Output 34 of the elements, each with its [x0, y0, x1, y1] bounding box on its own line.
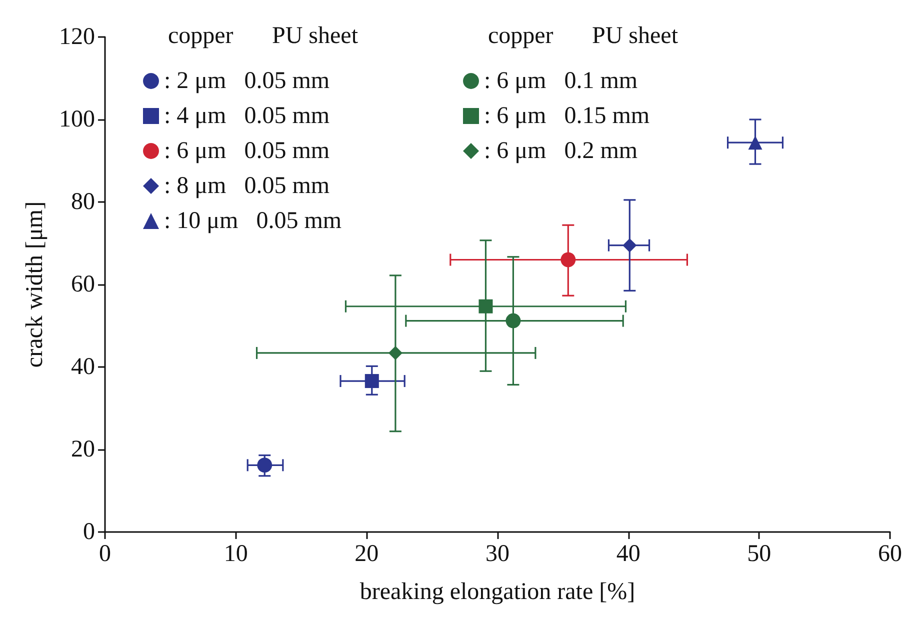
point [506, 313, 521, 328]
x-tick-label: 20 [354, 541, 379, 567]
point [364, 374, 379, 388]
y-tick-label: 100 [59, 106, 95, 132]
text: copper PU sheet [168, 23, 358, 49]
point [622, 238, 637, 252]
x-tick-label: 10 [224, 541, 248, 567]
point [478, 299, 493, 314]
legend-label: : 6 μm 0.15 mm [484, 103, 650, 129]
x-tick-label: 60 [878, 541, 902, 567]
y-tick-label: 120 [59, 24, 95, 50]
point [257, 458, 272, 473]
point [388, 346, 402, 360]
x-tick-label: 40 [616, 541, 640, 567]
x-axis-title: breaking elongation rate [%] [360, 579, 636, 605]
point [560, 252, 576, 268]
y-tick-label: 60 [71, 272, 95, 298]
y-tick-label: 20 [71, 436, 95, 462]
legend-label: : 2 μm 0.05 mm [164, 68, 330, 94]
y-tick-label: 80 [71, 189, 95, 215]
legend-label: : 6 μm 0.2 mm [484, 138, 638, 164]
legend-label: : 6 μm 0.1 mm [484, 68, 638, 94]
legend-label: : 6 μm 0.05 mm [164, 138, 330, 164]
text: copper PU sheet [488, 23, 678, 49]
y-tick-label: 40 [71, 354, 95, 380]
x-tick-label: 30 [486, 541, 510, 567]
legend-label: : 8 μm 0.05 mm [164, 173, 330, 199]
legend-label: : 4 μm 0.05 mm [164, 103, 330, 129]
x-tick-label: 50 [747, 541, 772, 567]
point [748, 136, 762, 150]
y-axis-title: crack width [μm] [22, 201, 48, 368]
x-tick-label: 0 [99, 541, 111, 567]
y-tick-label: 0 [83, 519, 95, 545]
legend-label: : 10 μm 0.05 mm [164, 208, 342, 234]
